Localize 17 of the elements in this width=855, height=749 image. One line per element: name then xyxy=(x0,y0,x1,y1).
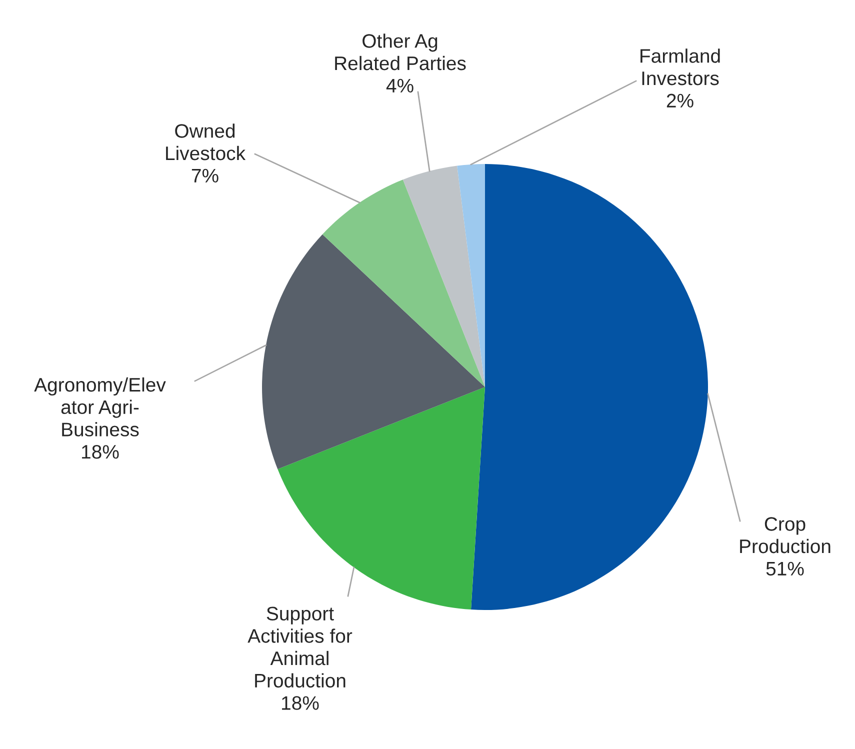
slice-label: Crop Production xyxy=(740,517,830,554)
data-label: 51% xyxy=(766,562,804,576)
slice-label: Owned Livestock xyxy=(166,124,246,160)
pie-slice xyxy=(471,164,708,610)
pie-slice xyxy=(457,164,485,387)
slice-label: Farmland Investors xyxy=(640,48,720,86)
pie-slice xyxy=(262,234,485,470)
data-label: 18% xyxy=(282,696,319,710)
slice-label: Other Ag Related Parties xyxy=(335,34,466,70)
pie-slice xyxy=(402,166,485,387)
data-label: 18% xyxy=(82,444,119,459)
data-label: 4% xyxy=(386,78,414,92)
slice-label: Agronomy/Elev ator Agri- Business xyxy=(34,377,166,436)
slice-label: Support Activities for Animal Production xyxy=(248,606,352,688)
data-label: 7% xyxy=(192,168,218,182)
data-label: 2% xyxy=(666,94,694,108)
pie-slice xyxy=(322,180,485,387)
